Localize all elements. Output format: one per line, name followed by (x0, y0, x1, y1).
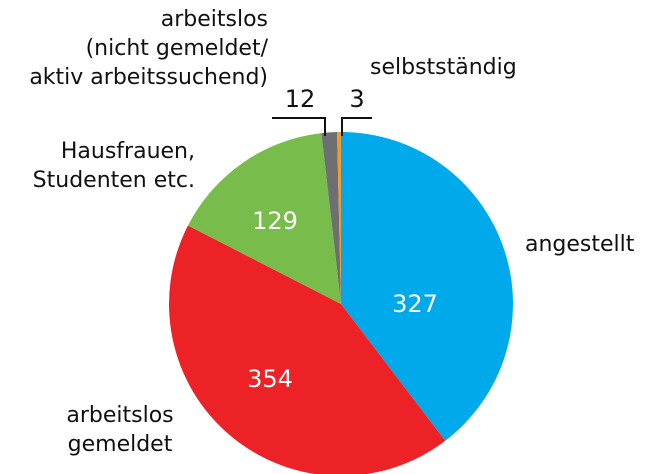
value-label: 129 (252, 207, 298, 235)
category-label: angestellt (525, 232, 635, 257)
value-label: 12 (285, 85, 316, 113)
pie-slice (341, 132, 513, 441)
category-label-line: arbeitslos (161, 7, 268, 32)
category-label-line: Studenten etc. (33, 168, 195, 193)
category-label-line: selbstständig (370, 55, 517, 80)
category-label-line: Hausfrauen, (61, 139, 195, 164)
category-label-line: gemeldet (68, 432, 173, 457)
pie-slice (337, 132, 341, 304)
category-label: selbstständig (370, 55, 517, 80)
value-label: 354 (247, 365, 293, 393)
pie-slice (187, 133, 341, 304)
category-label: arbeitslos gemeldet (66, 403, 173, 457)
category-label: Hausfrauen, Studenten etc. (33, 139, 195, 193)
category-label-line: (nicht gemeldet/ (86, 36, 269, 61)
pie-slice (321, 132, 341, 304)
category-label: arbeitslos (nicht gemeldet/aktiv arbeitss… (29, 7, 268, 90)
value-label: 3 (349, 85, 364, 113)
category-label-line: angestellt (525, 232, 635, 257)
leader-line (272, 117, 326, 136)
leader-line (341, 117, 372, 136)
category-label-line: arbeitslos (66, 403, 173, 428)
category-label-line: aktiv arbeitssuchend) (29, 65, 268, 90)
pie-slice (169, 225, 446, 474)
value-label: 327 (392, 290, 438, 318)
